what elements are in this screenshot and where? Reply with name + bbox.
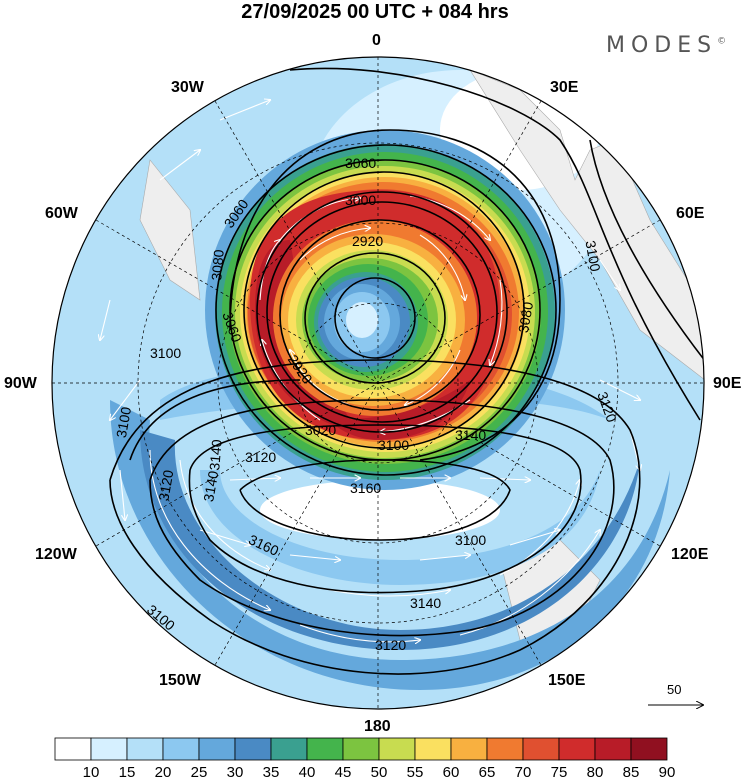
contour-label: 3080	[515, 300, 536, 334]
height-contours	[109, 67, 704, 675]
contour-label: 3100	[455, 532, 486, 548]
colorbar-swatch	[594, 737, 632, 761]
jet-band	[110, 400, 670, 690]
colorbar-tick-label: 40	[298, 764, 316, 781]
colorbar-swatch	[198, 737, 236, 761]
contour-label: 3160	[350, 480, 381, 496]
lon-label-0: 0	[372, 32, 381, 49]
colorbar-swatch	[306, 737, 344, 761]
colorbar-swatch	[342, 737, 380, 761]
lon-label-60e: 60E	[676, 205, 705, 222]
map-title: 27/09/2025 00 UTC + 084 hrs	[241, 1, 509, 23]
colorbar-swatch	[90, 737, 128, 761]
colorbar-swatch	[126, 737, 164, 761]
land-mass	[469, 69, 704, 381]
colorbar-tick-label: 50	[370, 764, 388, 781]
lon-label-90w: 90W	[4, 375, 37, 392]
colorbar-swatch	[234, 737, 272, 761]
contour-label: 3100	[378, 437, 409, 453]
wind-reference-label: 50	[667, 682, 681, 697]
lon-label-120e: 120E	[671, 546, 709, 563]
lon-label-60w: 60W	[45, 205, 78, 222]
lon-label-180: 180	[364, 718, 391, 735]
colorbar	[54, 737, 668, 761]
colorbar-tick-label: 45	[334, 764, 352, 781]
colorbar-swatch	[378, 737, 416, 761]
contour-label: 3140	[200, 469, 221, 503]
contour-label: 2920	[352, 233, 383, 249]
modes-logo: MODES©	[606, 33, 727, 58]
contour-label: 3080	[208, 249, 227, 282]
contour-label: 3120	[375, 637, 406, 653]
colorbar-swatch	[630, 737, 668, 761]
contour-label: 3060	[345, 155, 376, 171]
contour-label: 3000	[345, 192, 376, 208]
lon-label-30w: 30W	[171, 79, 204, 96]
colorbar-tick-label: 30	[226, 764, 244, 781]
colorbar-swatch	[522, 737, 560, 761]
contour-label: 3140	[455, 427, 486, 443]
colorbar-swatch	[414, 737, 452, 761]
contour-label: 3140	[410, 595, 441, 611]
contour-label: 3020	[305, 422, 336, 438]
colorbar-tick-label: 25	[190, 764, 208, 781]
lon-label-150w: 150W	[159, 672, 201, 689]
colorbar-tick-label: 35	[262, 764, 280, 781]
colorbar-swatch	[558, 737, 596, 761]
colorbar-tick-label: 85	[622, 764, 640, 781]
colorbar-tick-label: 75	[550, 764, 568, 781]
land-mass	[139, 159, 201, 301]
lon-label-30e: 30E	[550, 79, 579, 96]
colorbar-tick-label: 90	[658, 764, 676, 781]
contour-label: 3100	[582, 239, 603, 273]
colorbar-tick-label: 10	[82, 764, 100, 781]
colorbar-swatch	[54, 737, 92, 761]
contour-label: 3100	[150, 345, 181, 361]
graticule	[52, 57, 704, 709]
lon-label-90e: 90E	[713, 375, 742, 392]
contour-label: 3120	[155, 468, 176, 502]
colorbar-tick-label: 80	[586, 764, 604, 781]
colorbar-tick-label: 15	[118, 764, 136, 781]
contour-label: 3120	[245, 449, 276, 465]
colorbar-tick-label: 20	[154, 764, 172, 781]
colorbar-swatch	[270, 737, 308, 761]
vortex-center	[346, 302, 378, 338]
colorbar-swatch	[486, 737, 524, 761]
lon-label-120w: 120W	[35, 546, 77, 563]
colorbar-tick-label: 60	[442, 764, 460, 781]
contour-label: 3140	[206, 438, 225, 471]
colorbar-tick-label: 70	[514, 764, 532, 781]
contour-label: 3100	[113, 405, 134, 439]
colorbar-swatch	[162, 737, 200, 761]
colorbar-tick-label: 55	[406, 764, 424, 781]
colorbar-tick-label: 65	[478, 764, 496, 781]
colorbar-swatch	[450, 737, 488, 761]
calm-region	[260, 480, 500, 540]
lon-label-150e: 150E	[548, 672, 586, 689]
map-boundary	[51, 56, 705, 710]
